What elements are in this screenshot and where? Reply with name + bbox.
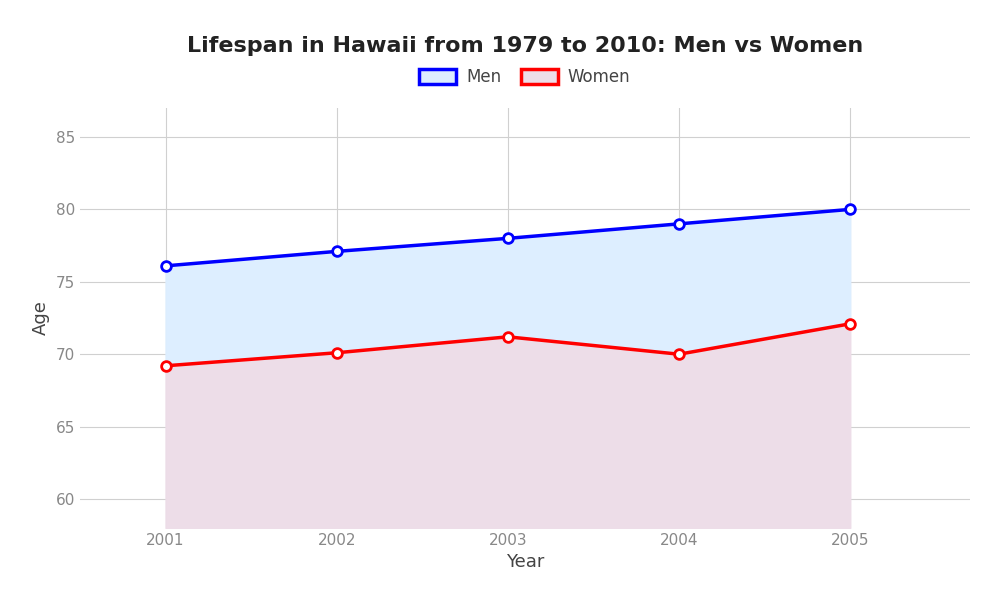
Legend: Men, Women: Men, Women [413, 62, 637, 93]
Title: Lifespan in Hawaii from 1979 to 2010: Men vs Women: Lifespan in Hawaii from 1979 to 2010: Me… [187, 37, 863, 56]
Y-axis label: Age: Age [32, 301, 50, 335]
X-axis label: Year: Year [506, 553, 544, 571]
